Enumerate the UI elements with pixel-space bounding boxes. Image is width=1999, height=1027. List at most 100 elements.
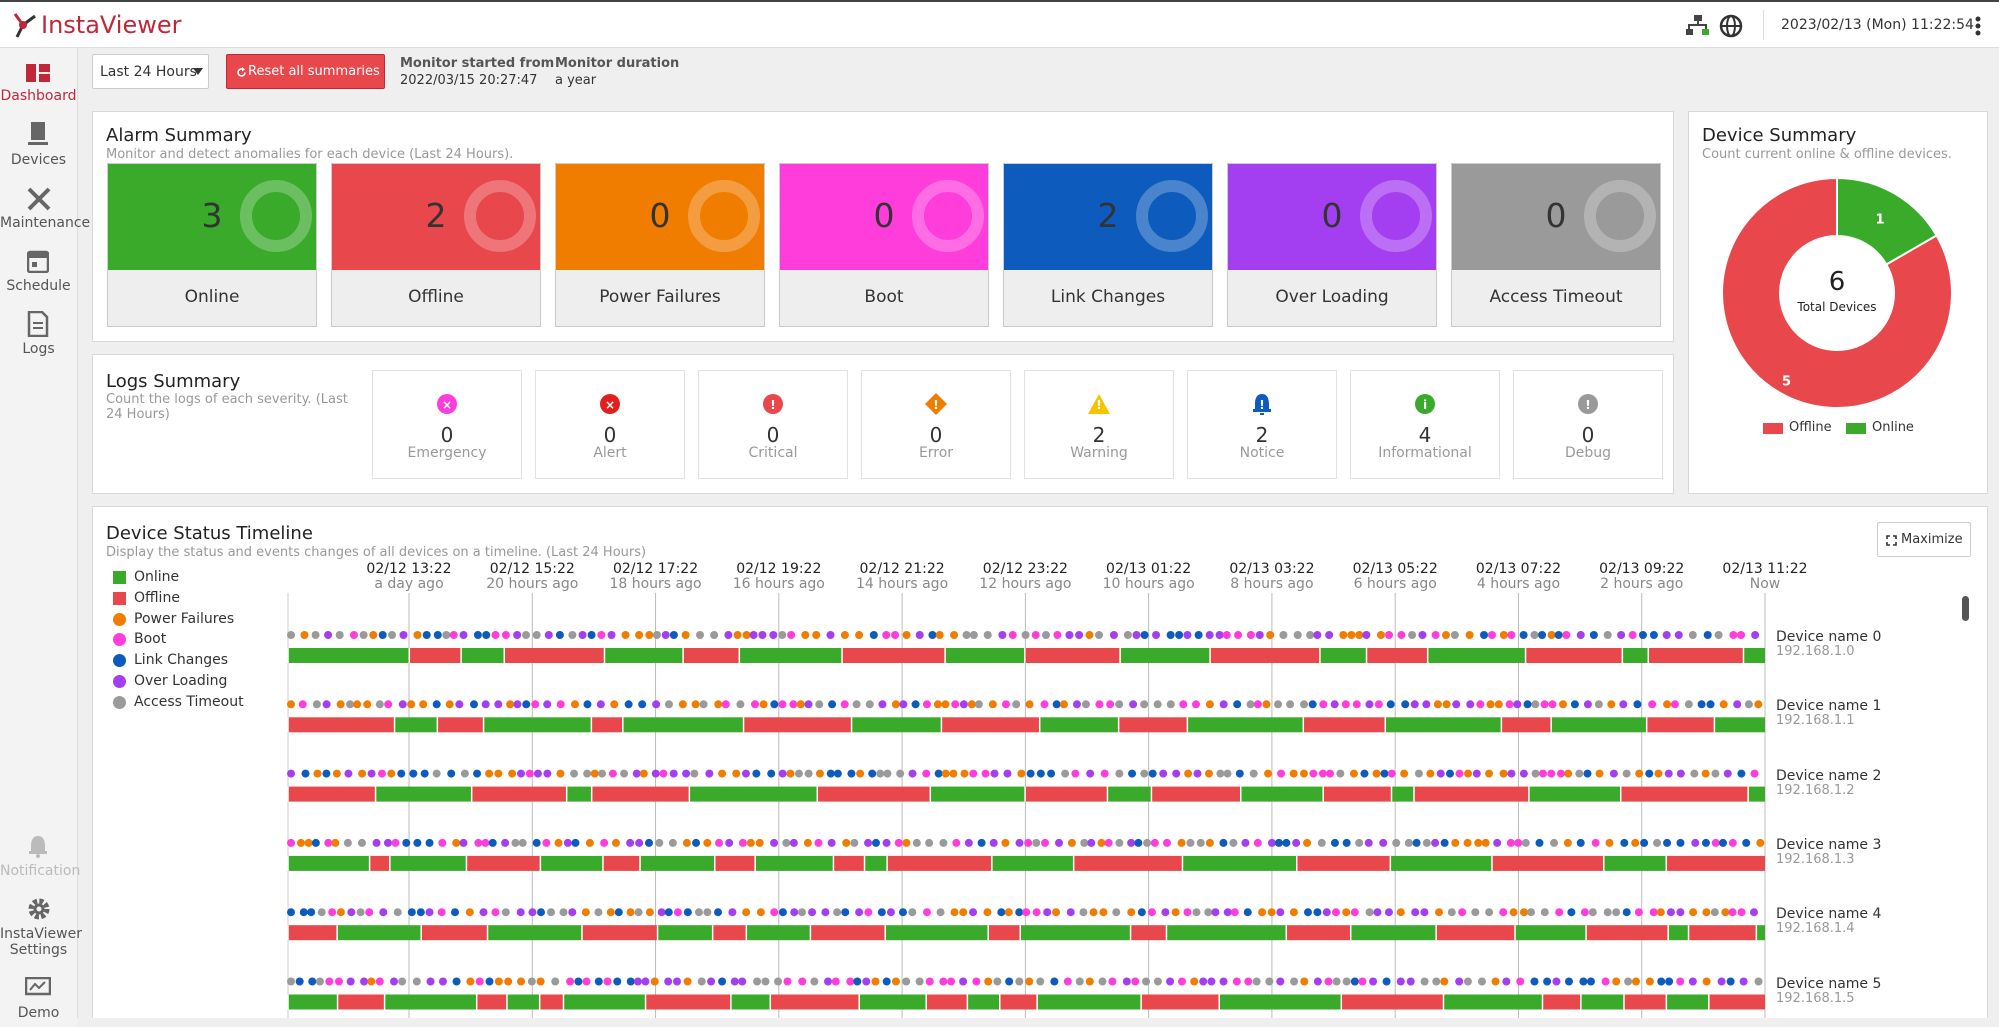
event-dot [620,769,629,778]
sidebar-label[interactable]: Demo [17,1005,60,1021]
status-segment [1037,994,1142,1010]
settings-icon[interactable] [26,896,52,922]
event-dot [447,769,456,778]
event-dot [1530,631,1539,639]
event-dot [804,700,813,709]
event-dot [422,631,431,639]
event-dot [1085,631,1094,639]
event-dot [442,631,451,639]
alarm-card[interactable]: 0 Access Timeout [1451,163,1661,327]
alarm-card[interactable]: 0 Power Failures [555,163,765,327]
event-dot [1215,631,1224,639]
status-segment [1130,925,1167,941]
event-dot [1737,769,1746,778]
alarm-card[interactable]: 0 Boot [779,163,989,327]
event-dot [1702,908,1711,917]
event-dot [334,977,343,986]
log-count: 4 [1418,423,1432,447]
event-dot [939,838,948,847]
scrollbar[interactable] [1962,596,1969,621]
device-name: Device name 2 [1776,767,1882,784]
alarm-card[interactable]: 2 Link Changes [1003,163,1213,327]
sidebar-label[interactable]: Maintenance [0,215,91,231]
device-name: Device name 4 [1776,906,1882,923]
event-dot [1527,908,1536,917]
duration-value: a year [555,73,597,88]
status-segment [683,648,740,663]
event-dot [1235,769,1244,778]
event-dot [1025,700,1034,709]
event-dot [1031,631,1040,639]
sidebar-label[interactable]: Logs [22,341,55,357]
event-dot [1645,769,1654,778]
event-dot [1711,838,1720,847]
notification-icon[interactable] [27,834,49,858]
event-dot [556,769,565,778]
log-item: × 0 Alert [535,370,685,479]
event-dot [962,631,971,639]
more-menu[interactable] [1973,15,1983,37]
tick-ago: 4 hours ago [1476,576,1561,592]
range-dropdown[interactable]: Last 24 Hours [92,54,209,89]
maximize-text: Maximize [1901,532,1963,547]
event-dot [1559,700,1568,709]
maintenance-icon[interactable] [26,186,52,212]
event-dot [1688,977,1697,986]
event-dot [1204,769,1213,778]
maximize-button[interactable]: Maximize [1877,522,1971,557]
event-dot [511,838,520,847]
event-dot [865,700,874,709]
event-dot [827,838,836,847]
event-dot [882,977,891,986]
status-segment [1491,855,1604,871]
event-dot [433,631,442,639]
event-dot [1446,769,1455,778]
event-dot [1365,700,1374,709]
event-dot [1234,631,1243,639]
event-dot [1089,908,1098,917]
status-segment [1586,925,1669,941]
watermark-icon [1360,180,1432,252]
sidebar-label[interactable]: InstaViewer Settings [0,926,82,958]
status-segment [409,648,462,663]
dashboard-icon[interactable] [26,62,50,84]
status-segment [743,717,852,733]
alarm-card[interactable]: 0 Over Loading [1227,163,1437,327]
tick-ago: 18 hours ago [609,576,702,592]
logs-title: Logs Summary [106,371,241,392]
event-dot [481,838,490,847]
devices-icon[interactable] [28,122,48,148]
alarm-card[interactable]: 2 Offline [331,163,541,327]
demo-icon[interactable] [25,977,51,997]
event-dot [703,838,712,847]
sidebar-label[interactable]: Schedule [6,278,71,294]
event-dot [1426,769,1435,778]
network-icon[interactable] [1685,14,1711,38]
status-segment [1525,648,1623,663]
event-dot [840,700,849,709]
event-dot [1219,700,1228,709]
event-dot [582,977,591,986]
language-icon[interactable] [1718,13,1744,39]
status-segment [930,786,1026,802]
event-dot [1640,838,1649,847]
schedule-icon[interactable] [27,249,49,273]
event-dot [1172,769,1181,778]
event-dot [1290,977,1299,986]
sidebar-label[interactable]: Devices [10,152,67,168]
sidebar-label[interactable]: Dashboard [0,88,77,104]
event-dot [1205,838,1214,847]
event-dot [749,631,758,639]
event-dot [1142,977,1151,986]
sidebar-label[interactable]: Notification [0,863,81,879]
logs-icon[interactable] [27,311,49,337]
alarm-card[interactable]: 3 Online [107,163,317,327]
reset-button[interactable]: Reset all summaries [226,54,385,89]
event-dot [1282,838,1291,847]
event-dot [1543,977,1552,986]
event-dot [413,838,422,847]
event-dot [1649,631,1658,639]
event-dot [896,769,905,778]
event-dot [1493,838,1502,847]
event-dot [1447,908,1456,917]
